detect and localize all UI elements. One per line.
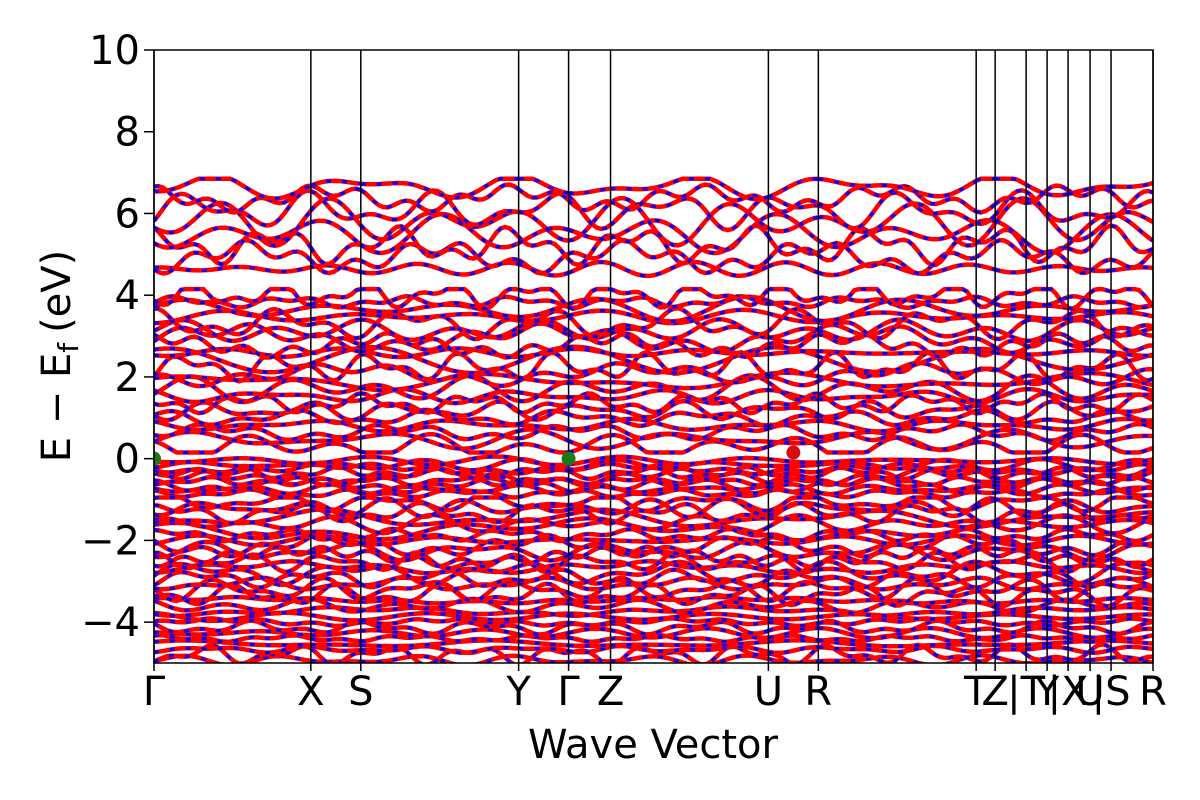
x-tick-label: Z: [597, 669, 624, 715]
x-tick-label: |X: [1048, 669, 1089, 715]
band-line-spin-up: [154, 594, 1153, 606]
band-line-spin-down: [154, 461, 1153, 476]
x-tick-label: R: [1139, 669, 1167, 715]
band-line-spin-down: [154, 188, 1153, 232]
plot-frame: [153, 49, 1154, 664]
x-tick-label: |S: [1092, 669, 1131, 715]
band-line-spin-down: [154, 465, 1153, 481]
x-tick-label: Z: [981, 669, 1008, 715]
y-tick-label: 6: [115, 191, 140, 237]
x-tick-label: Y: [1034, 669, 1060, 715]
x-tick-label: Γ: [557, 669, 580, 715]
band-line-spin-down: [154, 295, 1153, 324]
x-axis-title: Wave Vector: [528, 722, 779, 768]
y-axis-title-unit: (eV): [34, 250, 80, 333]
x-tick-label: U: [754, 669, 783, 715]
y-tick-label: 10: [89, 28, 140, 74]
band-line-spin-down: [154, 196, 1153, 248]
band-line-spin-down: [154, 501, 1153, 526]
band-line-spin-down: [154, 399, 1153, 422]
y-axis-title-sub: f: [52, 342, 85, 353]
x-tick-label: Y: [505, 669, 531, 715]
band-line-spin-down: [154, 626, 1153, 640]
band-line-spin-down: [154, 596, 1153, 615]
band-line-spin-down: [154, 476, 1153, 495]
y-tick-label: −2: [81, 518, 140, 564]
band-line-spin-down: [154, 321, 1153, 355]
band-line-spin-down: [154, 408, 1153, 428]
y-axis-title: E − Ef (eV): [34, 250, 85, 463]
band-line-spin-up: [154, 454, 1153, 468]
band-line-spin-down: [154, 308, 1153, 325]
band-line-spin-up: [154, 643, 1153, 656]
x-tick-label: X: [297, 669, 324, 715]
y-axis: −4 −2 0 2 4 6 8 10: [81, 28, 154, 646]
y-tick-label: −4: [81, 600, 140, 646]
band-line-spin-down: [154, 527, 1153, 543]
y-axis-title-main: E − E: [34, 353, 80, 463]
band-line-spin-down: [154, 533, 1153, 559]
band-line-spin-down: [154, 317, 1153, 343]
x-tick-label: T: [963, 669, 989, 715]
x-tick-label: |T: [1007, 669, 1045, 715]
band-line-spin-down: [154, 507, 1153, 529]
y-tick-label: 8: [115, 110, 140, 156]
band-line-spin-down: [154, 567, 1153, 590]
band-line-spin-down: [154, 619, 1153, 637]
band-line-spin-down: [154, 559, 1153, 587]
y-tick-label: 4: [115, 273, 140, 319]
band-line-spin-down: [154, 422, 1153, 443]
band-extremum-marker: [786, 445, 801, 460]
markers-layer: [154, 445, 801, 466]
band-line-spin-down: [154, 294, 1153, 310]
band-line-spin-down: [154, 212, 1153, 255]
band-line-spin-down: [154, 223, 1153, 267]
x-tick-label: Γ: [143, 669, 166, 715]
band-extremum-marker: [561, 451, 576, 466]
band-line-spin-down: [154, 373, 1153, 404]
x-tick-label: U: [1075, 669, 1104, 715]
y-tick-label: 0: [115, 437, 140, 483]
band-line-spin-down: [154, 306, 1153, 341]
band-line-spin-down: [154, 417, 1153, 434]
x-tick-label: R: [804, 669, 832, 715]
band-line-spin-down: [154, 345, 1153, 375]
band-line-spin-down: [154, 540, 1153, 563]
x-tick-label: S: [348, 669, 373, 715]
x-axis: Γ X S Y Γ Z U R TZ|TY|XU|S R: [143, 663, 1167, 715]
band-extremum-marker: [154, 451, 161, 466]
band-line-spin-down: [154, 496, 1153, 519]
y-tick-label: 2: [115, 355, 140, 401]
band-line-spin-down: [154, 427, 1153, 452]
band-line-spin-down: [154, 475, 1153, 488]
band-line-spin-up: [154, 286, 1153, 312]
band-line-spin-down: [154, 550, 1153, 574]
band-line-spin-down: [154, 516, 1153, 542]
band-line-spin-down: [154, 177, 1153, 201]
band-line-spin-down: [154, 495, 1153, 514]
